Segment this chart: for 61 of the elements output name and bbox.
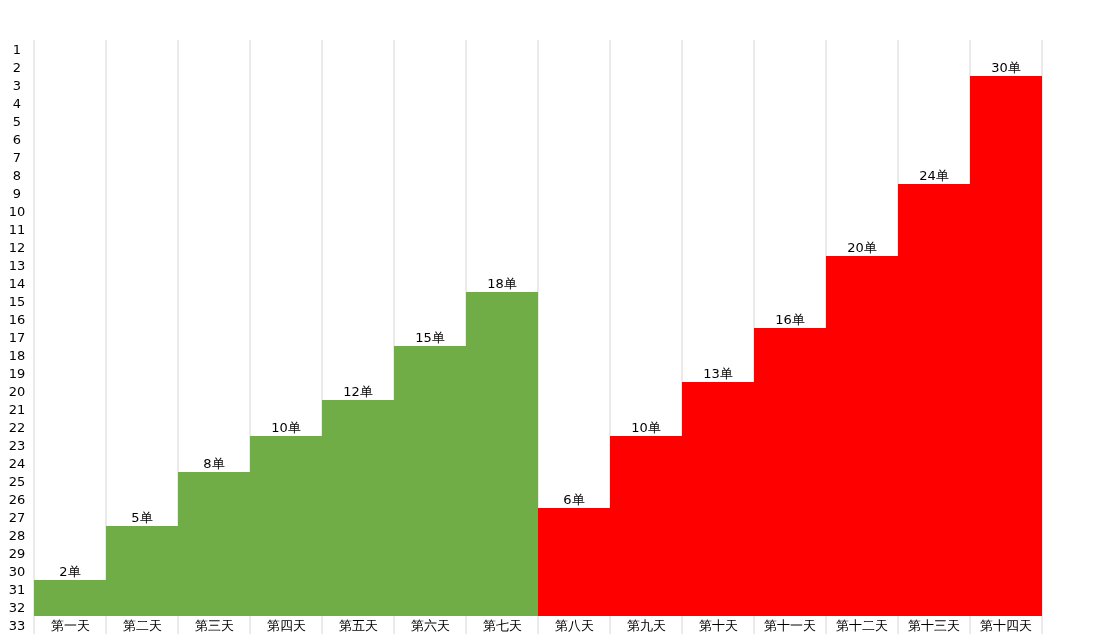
y2-tick-label: 24 bbox=[8, 455, 26, 471]
y2-tick-label: 2 bbox=[12, 59, 22, 75]
y2-tick-label: 1 bbox=[12, 41, 22, 57]
y2-tick-label: 26 bbox=[8, 491, 26, 507]
data-label: 10单 bbox=[271, 419, 301, 435]
x-tick-label: 第一天 bbox=[50, 617, 90, 633]
y2-tick-label: 29 bbox=[8, 545, 26, 561]
x-tick-label: 第三天 bbox=[194, 617, 234, 633]
x-tick-label: 第十四天 bbox=[980, 617, 1032, 633]
y2-tick-label: 11 bbox=[8, 221, 26, 237]
x-tick-label: 第十三天 bbox=[908, 617, 960, 633]
y2-tick-label: 31 bbox=[8, 581, 26, 597]
x-tick-label: 第十二天 bbox=[836, 617, 888, 633]
y2-tick-label: 3 bbox=[12, 77, 22, 93]
y2-tick-label: 12 bbox=[8, 239, 26, 255]
y2-tick-label: 27 bbox=[8, 509, 26, 525]
y2-tick-label: 30 bbox=[8, 563, 26, 579]
y2-tick-label: 7 bbox=[12, 149, 22, 165]
y2-tick-label: 32 bbox=[8, 599, 26, 615]
data-label: 6单 bbox=[563, 491, 585, 507]
x-tick-label: 第九天 bbox=[626, 617, 666, 633]
data-label: 8单 bbox=[203, 455, 225, 471]
y2-tick-label: 16 bbox=[8, 311, 26, 327]
y2-tick-label: 18 bbox=[8, 347, 26, 363]
y2-tick-label: 28 bbox=[8, 527, 26, 543]
data-label: 2单 bbox=[59, 563, 81, 579]
data-label: 20单 bbox=[847, 239, 877, 255]
data-label: 13单 bbox=[703, 365, 733, 381]
y2-tick-label: 5 bbox=[12, 113, 22, 129]
x-tick-label: 第六天 bbox=[410, 617, 450, 633]
y2-tick-label: 4 bbox=[12, 95, 22, 111]
y2-tick-label: 23 bbox=[8, 437, 26, 453]
y2-tick-label: 8 bbox=[12, 167, 22, 183]
x-tick-label: 第五天 bbox=[338, 617, 378, 633]
y2-tick-label: 17 bbox=[8, 329, 26, 345]
x-tick-label: 第四天 bbox=[266, 617, 306, 633]
data-label: 30单 bbox=[991, 59, 1021, 75]
y2-tick-label: 15 bbox=[8, 293, 26, 309]
y2-tick-label: 9 bbox=[12, 185, 22, 201]
y2-tick-label: 6 bbox=[12, 131, 22, 147]
x-tick-label: 第十天 bbox=[698, 617, 738, 633]
y2-tick-label: 21 bbox=[8, 401, 26, 417]
y2-tick-label: 25 bbox=[8, 473, 26, 489]
data-label: 10单 bbox=[631, 419, 661, 435]
data-label: 15单 bbox=[415, 329, 445, 345]
y2-tick-label: 33 bbox=[8, 617, 26, 633]
y2-tick-label: 22 bbox=[8, 419, 26, 435]
y2-tick-label: 10 bbox=[8, 203, 26, 219]
data-label: 18单 bbox=[487, 275, 517, 291]
y2-tick-label: 19 bbox=[8, 365, 26, 381]
data-label: 16单 bbox=[775, 311, 805, 327]
y2-tick-label: 13 bbox=[8, 257, 26, 273]
data-label: 5单 bbox=[131, 509, 153, 525]
data-label: 12单 bbox=[343, 383, 373, 399]
x-tick-label: 第七天 bbox=[482, 617, 522, 633]
y2-tick-label: 20 bbox=[8, 383, 26, 399]
data-label: 24单 bbox=[919, 167, 949, 183]
x-tick-label: 第十一天 bbox=[764, 617, 816, 633]
y2-tick-label: 14 bbox=[8, 275, 26, 291]
x-tick-label: 第八天 bbox=[554, 617, 594, 633]
x-tick-label: 第二天 bbox=[122, 617, 162, 633]
